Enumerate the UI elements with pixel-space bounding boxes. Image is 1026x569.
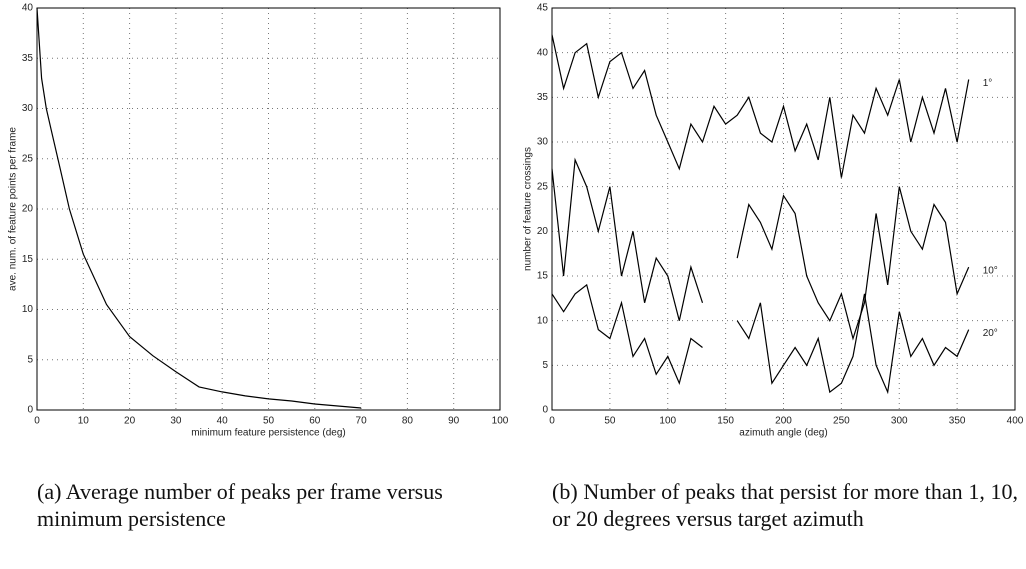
axes-box <box>36 7 501 411</box>
x-tick-label: 0 <box>34 416 40 427</box>
y-tick-label: 30 <box>537 137 549 148</box>
x-tick-label: 40 <box>217 416 229 427</box>
line <box>551 283 970 395</box>
x-tick-label: 90 <box>448 416 460 427</box>
y-tick-label: 0 <box>27 405 33 416</box>
x-tick-label: 300 <box>891 416 908 427</box>
y-axis-label: number of feature crossings <box>523 147 534 271</box>
x-tick-label: 60 <box>309 416 321 427</box>
x-tick-label: 150 <box>717 416 734 427</box>
x-tick-label: 50 <box>604 416 616 427</box>
y-tick-label: 25 <box>22 153 34 164</box>
series-label: 20° <box>983 328 998 339</box>
x-tick-label: 250 <box>833 416 850 427</box>
series-label: 10° <box>983 266 998 277</box>
y-tick-label: 40 <box>537 47 549 58</box>
x-tick-label: 70 <box>356 416 368 427</box>
y-tick-label: 35 <box>537 92 549 103</box>
x-tick-label: 350 <box>949 416 966 427</box>
x-axis-label: azimuth angle (deg) <box>739 428 827 439</box>
x-tick-label: 10 <box>78 416 90 427</box>
line <box>551 34 970 178</box>
x-tick-label: 400 <box>1007 416 1024 427</box>
y-tick-label: 35 <box>22 53 34 64</box>
x-tick-label: 20 <box>124 416 136 427</box>
y-tick-label: 45 <box>537 3 549 14</box>
caption: (a) Average number of peaks per frame ve… <box>37 479 443 531</box>
y-tick-label: 5 <box>542 360 548 371</box>
series-label: 1° <box>983 78 993 89</box>
axes-box <box>551 7 1016 411</box>
y-tick-label: 10 <box>22 304 34 315</box>
y-axis-label: ave. num. of feature points per frame <box>8 127 19 291</box>
x-tick-label: 100 <box>659 416 676 427</box>
line <box>551 157 970 341</box>
y-tick-label: 20 <box>537 226 549 237</box>
y-tick-label: 30 <box>22 103 34 114</box>
x-tick-label: 50 <box>263 416 275 427</box>
caption: (b) Number of peaks that persist for mor… <box>552 479 1018 531</box>
x-axis-label: minimum feature persistence (deg) <box>191 428 346 439</box>
y-tick-label: 5 <box>27 354 33 365</box>
x-tick-label: 80 <box>402 416 414 427</box>
y-tick-label: 15 <box>22 254 34 265</box>
y-tick-label: 25 <box>537 181 549 192</box>
y-tick-label: 40 <box>22 3 34 14</box>
y-tick-label: 10 <box>537 315 549 326</box>
y-tick-label: 0 <box>542 405 548 416</box>
y-tick-label: 20 <box>22 204 34 215</box>
x-tick-label: 30 <box>170 416 182 427</box>
y-tick-label: 15 <box>537 271 549 282</box>
x-tick-label: 200 <box>775 416 792 427</box>
x-tick-label: 100 <box>492 416 509 427</box>
line <box>36 7 362 409</box>
x-tick-label: 0 <box>549 416 555 427</box>
